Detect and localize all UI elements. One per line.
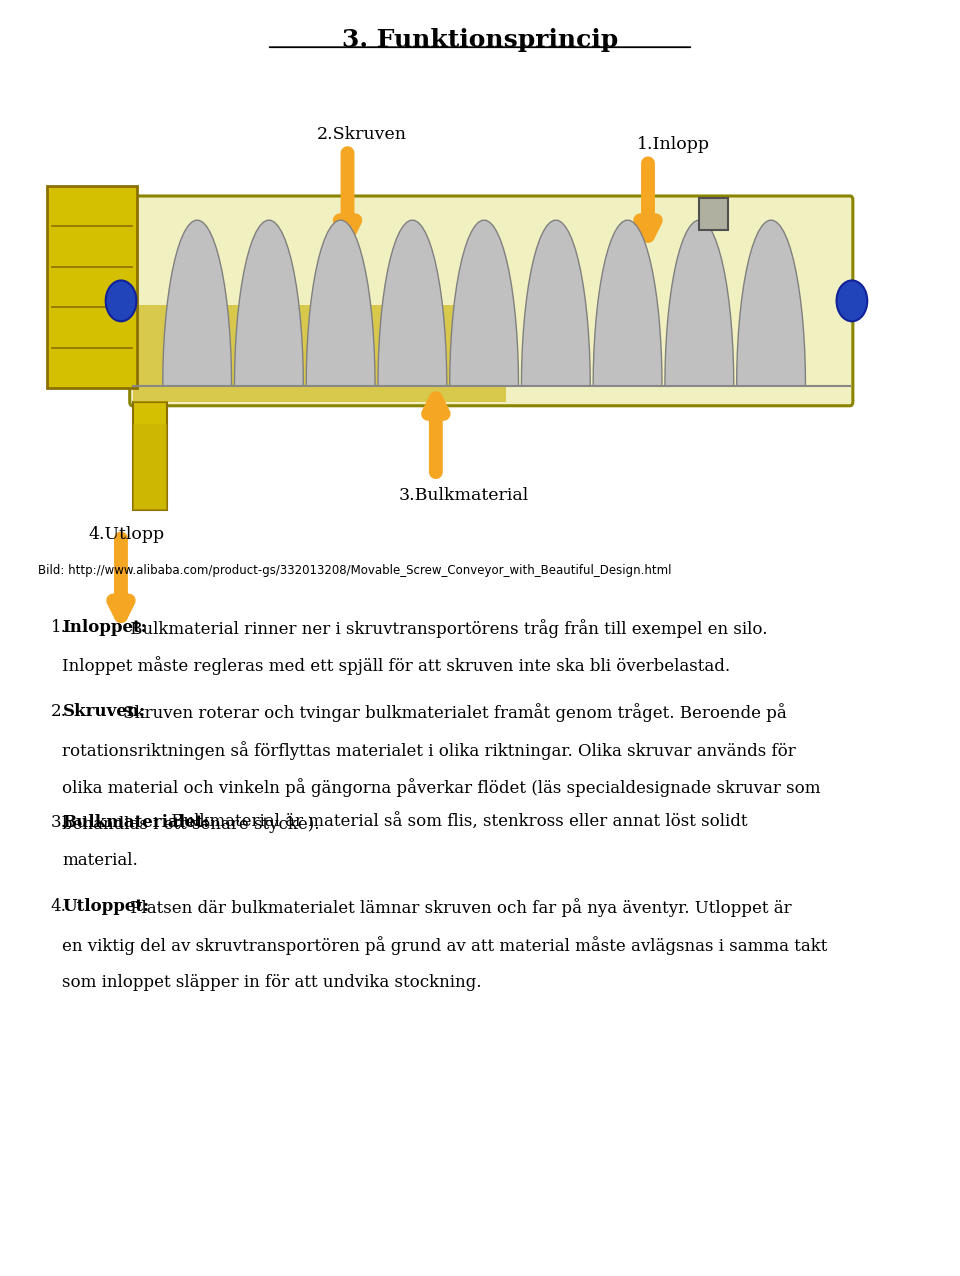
Text: material.: material. <box>62 852 138 869</box>
Text: Bulkmaterial är material så som flis, stenkross eller annat löst solidt: Bulkmaterial är material så som flis, st… <box>166 814 748 831</box>
Text: Bulkmaterialet:: Bulkmaterialet: <box>62 814 210 831</box>
Text: Skruven roterar och tvingar bulkmaterialet framåt genom tråget. Beroende på: Skruven roterar och tvingar bulkmaterial… <box>118 703 787 722</box>
Polygon shape <box>306 221 375 385</box>
FancyBboxPatch shape <box>132 402 167 510</box>
Text: rotationsriktningen så förflyttas materialet i olika riktningar. Olika skruvar a: rotationsriktningen så förflyttas materi… <box>62 740 796 759</box>
Text: 3.: 3. <box>51 814 67 831</box>
Text: Bulkmaterial rinner ner i skruvtransportörens tråg från till exempel en silo.: Bulkmaterial rinner ner i skruvtransport… <box>125 619 768 638</box>
Text: 2.Skruven: 2.Skruven <box>317 126 407 143</box>
Polygon shape <box>665 221 733 385</box>
Circle shape <box>106 281 136 322</box>
FancyBboxPatch shape <box>132 305 506 402</box>
Text: 1.Inlopp: 1.Inlopp <box>636 137 709 153</box>
FancyBboxPatch shape <box>47 186 137 388</box>
FancyBboxPatch shape <box>132 424 167 510</box>
Polygon shape <box>162 221 231 385</box>
Text: Inloppet måste regleras med ett spjäll för att skruven inte ska bli överbelastad: Inloppet måste regleras med ett spjäll f… <box>62 656 731 675</box>
Polygon shape <box>736 221 805 385</box>
Text: 1.: 1. <box>51 619 67 635</box>
Text: behandlas i ett senare stycke).: behandlas i ett senare stycke). <box>62 817 320 833</box>
Text: som inloppet släpper in för att undvika stockning.: som inloppet släpper in för att undvika … <box>62 974 482 990</box>
Polygon shape <box>593 221 662 385</box>
Text: Utloppet:: Utloppet: <box>62 898 150 915</box>
Polygon shape <box>378 221 446 385</box>
FancyBboxPatch shape <box>130 197 852 406</box>
Text: Platsen där bulkmaterialet lämnar skruven och far på nya äventyr. Utloppet är: Platsen där bulkmaterialet lämnar skruve… <box>125 898 792 917</box>
Text: Skruven:: Skruven: <box>62 703 146 720</box>
Polygon shape <box>449 221 518 385</box>
Text: 3.Bulkmaterial: 3.Bulkmaterial <box>398 487 529 504</box>
Text: Inloppet:: Inloppet: <box>62 619 147 635</box>
Text: 4.: 4. <box>51 898 67 915</box>
Text: Bild: http://www.alibaba.com/product-gs/332013208/Movable_Screw_Conveyor_with_Be: Bild: http://www.alibaba.com/product-gs/… <box>38 564 672 577</box>
Polygon shape <box>234 221 303 385</box>
Polygon shape <box>521 221 590 385</box>
Text: en viktig del av skruvtransportören på grund av att material måste avlägsnas i s: en viktig del av skruvtransportören på g… <box>62 937 828 954</box>
Text: 2.: 2. <box>51 703 67 720</box>
Circle shape <box>836 281 867 322</box>
Text: 3. Funktionsprincip: 3. Funktionsprincip <box>342 28 618 52</box>
Text: 4.Utlopp: 4.Utlopp <box>88 526 164 542</box>
Text: olika material och vinkeln på gängorna påverkar flödet (läs specialdesignade skr: olika material och vinkeln på gängorna p… <box>62 778 821 798</box>
FancyBboxPatch shape <box>699 198 729 230</box>
